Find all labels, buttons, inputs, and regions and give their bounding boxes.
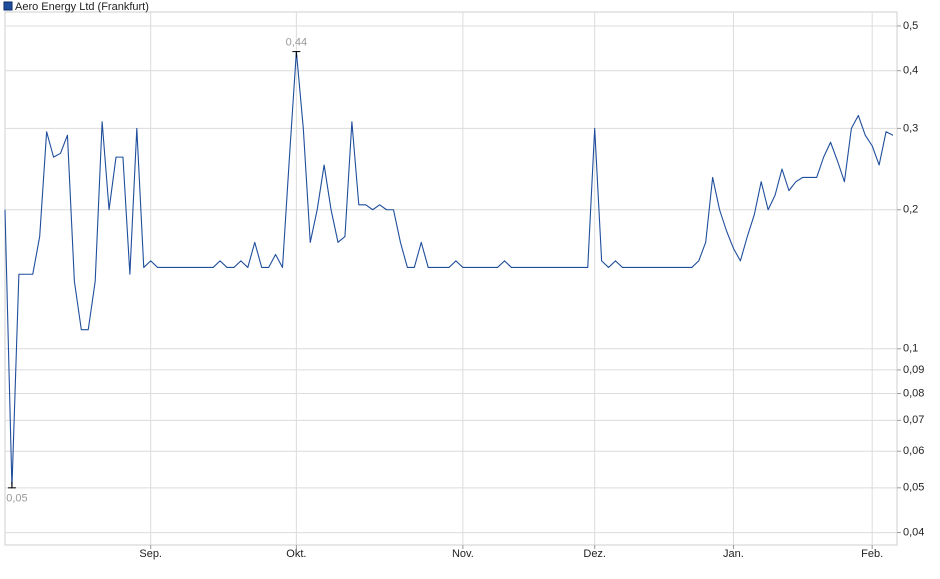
y-tick-label: 0,2 <box>903 204 918 216</box>
y-tick-label: 0,5 <box>903 20 918 32</box>
y-tick-label: 0,06 <box>903 445 924 457</box>
y-tick-label: 0,04 <box>903 526 924 538</box>
x-tick-label: Feb. <box>861 548 883 560</box>
value-label: 0,44 <box>286 36 307 48</box>
x-tick-label: Nov. <box>452 548 474 560</box>
x-tick-label: Dez. <box>583 548 606 560</box>
y-tick-label: 0,05 <box>903 482 924 494</box>
y-tick-label: 0,3 <box>903 122 918 134</box>
y-tick-label: 0,1 <box>903 343 918 355</box>
price-line <box>4 51 894 489</box>
x-tick-label: Okt. <box>286 548 306 560</box>
x-tick-label: Sep. <box>139 548 162 560</box>
y-tick-label: 0,09 <box>903 364 924 376</box>
y-tick-label: 0,08 <box>903 387 924 399</box>
y-tick-label: 0,07 <box>903 414 924 426</box>
value-label: 0,05 <box>6 493 27 505</box>
legend-label: Aero Energy Ltd (Frankfurt) <box>15 1 149 13</box>
y-tick-label: 0,4 <box>903 65 918 77</box>
x-tick-label: Jan. <box>723 548 744 560</box>
plot-area <box>4 11 898 546</box>
legend-swatch <box>3 1 13 11</box>
